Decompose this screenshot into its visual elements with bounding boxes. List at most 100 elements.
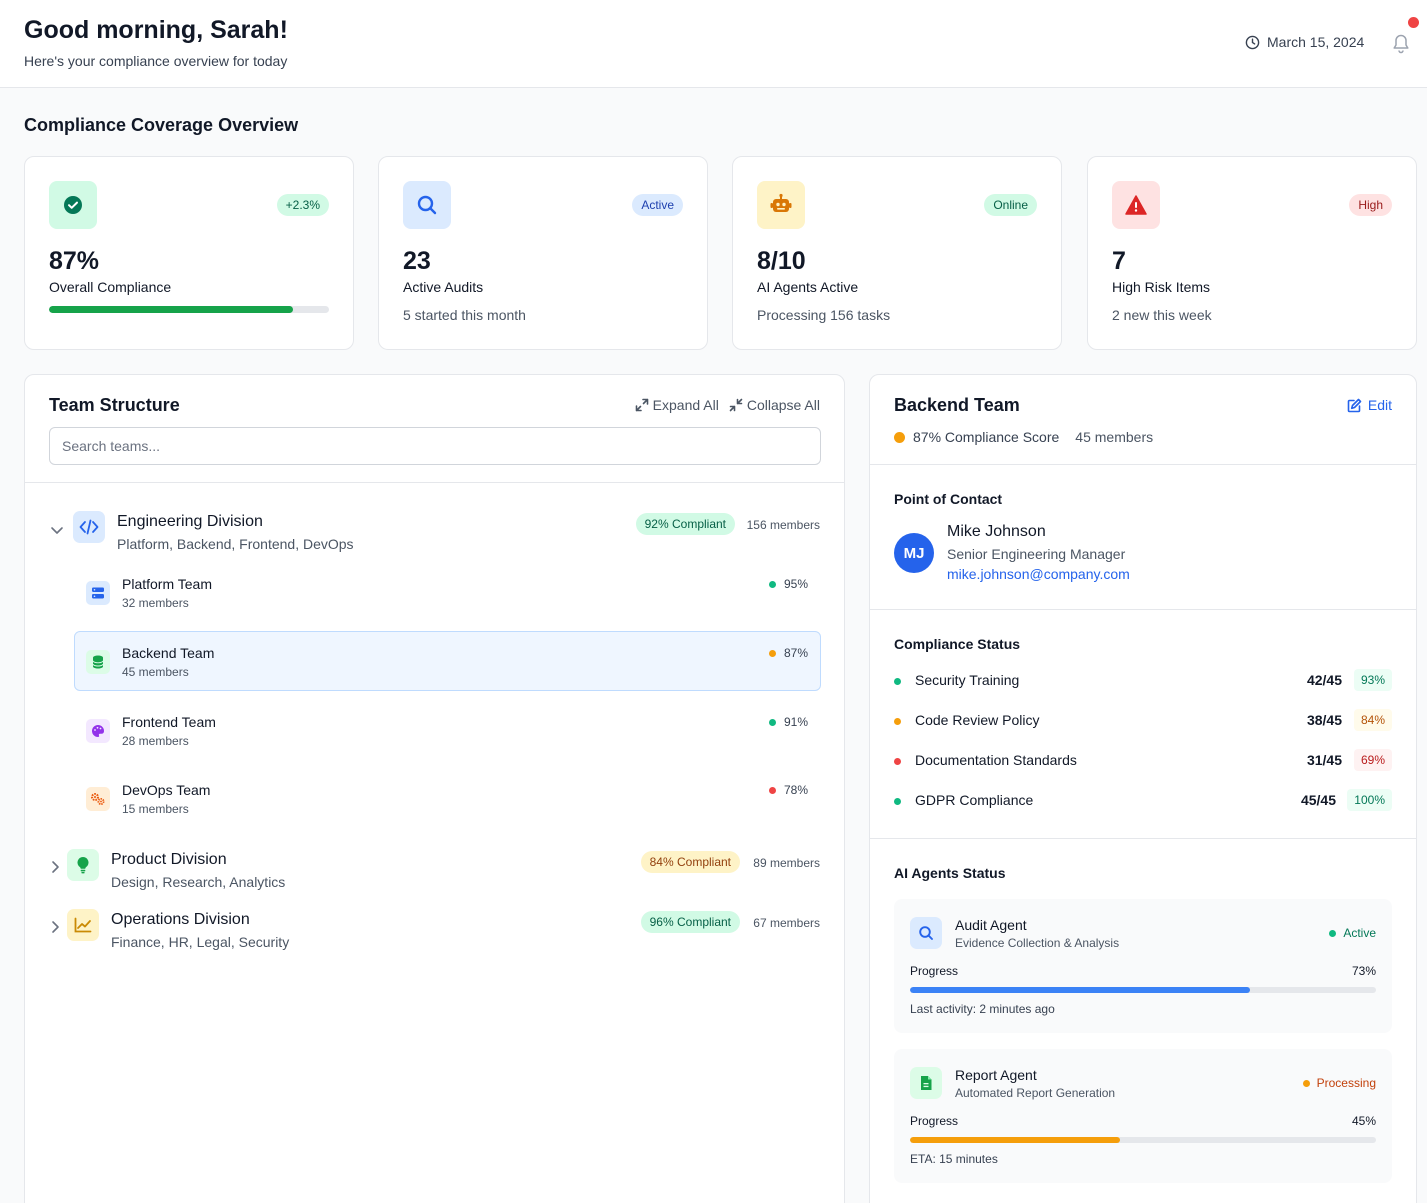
division-row-operations[interactable]: Operations Division Finance, HR, Legal, … (25, 909, 844, 961)
status-dot (1302, 1079, 1310, 1087)
team-compliance: 87% (768, 646, 808, 660)
status-badge: Active (632, 194, 683, 216)
status-row-gdpr: GDPR Compliance 45/45 100% (894, 789, 1392, 813)
active-audits-card: Active 23 Active Audits 5 started this m… (378, 156, 708, 350)
server-icon (86, 581, 110, 605)
member-count: 156 members (746, 518, 820, 532)
status-dot (1329, 929, 1337, 937)
trend-badge: +2.3% (276, 194, 329, 216)
status-fraction: 42/45 (1306, 672, 1342, 688)
status-fraction: 31/45 (1306, 752, 1342, 768)
team-row-platform[interactable]: Platform Team 32 members 95% (74, 562, 821, 622)
gears-icon (86, 787, 110, 811)
status-percent-badge: 84% (1353, 709, 1392, 731)
status-percent-badge: 100% (1347, 789, 1392, 811)
status-dot (894, 431, 905, 443)
compliance-progress-bar (49, 306, 329, 313)
team-row-frontend[interactable]: Frontend Team 28 members 91% (74, 700, 821, 760)
member-count: 45 members (1075, 429, 1154, 445)
member-count: 67 members (753, 916, 820, 930)
agent-name: Report Agent (955, 1067, 1037, 1083)
edit-icon (1347, 398, 1362, 412)
agents-section-title: AI Agents Status (894, 865, 1006, 881)
division-name: Product Division (111, 851, 227, 868)
team-pct: 78% (783, 783, 808, 797)
divider (870, 464, 1416, 465)
date-text: March 15, 2024 (1267, 34, 1365, 50)
division-row-engineering[interactable]: Engineering Division Platform, Backend, … (25, 511, 844, 563)
team-row-devops[interactable]: DevOps Team 15 members 78% (74, 768, 821, 828)
agent-progress-fill (910, 987, 1251, 993)
expand-icon (635, 398, 648, 412)
progress-value: 45% (1351, 1114, 1376, 1128)
avatar: MJ (894, 533, 934, 573)
expand-all-label: Expand All (652, 397, 719, 413)
status-dot (894, 798, 901, 805)
division-name: Operations Division (111, 911, 250, 928)
contact-email-link[interactable]: mike.johnson@company.com (947, 566, 1130, 582)
chevron-right-icon[interactable] (47, 919, 63, 935)
contact-section-title: Point of Contact (894, 491, 1003, 507)
detail-title: Backend Team (894, 395, 1020, 415)
greeting-subtitle: Here's your compliance overview for toda… (24, 53, 288, 69)
status-percent-badge: 69% (1353, 749, 1392, 771)
team-compliance: 78% (768, 783, 808, 797)
search-teams-input[interactable] (49, 427, 821, 465)
edit-button[interactable]: Edit (1347, 397, 1392, 413)
division-row-product[interactable]: Product Division Design, Research, Analy… (25, 849, 844, 901)
stat-subtext: 5 started this month (403, 307, 526, 323)
agent-status-text: Processing (1316, 1076, 1376, 1090)
agent-progress-fill (910, 1137, 1120, 1143)
lightbulb-icon (67, 849, 99, 881)
bell-icon[interactable] (1391, 33, 1411, 55)
divider (870, 838, 1416, 839)
progress-label: Progress (910, 1114, 959, 1128)
score-text: 87% Compliance Score (913, 429, 1060, 445)
status-row-documentation: Documentation Standards 31/45 69% (894, 749, 1392, 773)
compliance-badge: 96% Compliant (640, 911, 740, 933)
status-badge: Online (984, 194, 1037, 216)
stat-value: 8/10 (757, 247, 806, 275)
palette-icon (86, 719, 110, 743)
warning-icon (1112, 181, 1160, 229)
collapse-icon (729, 398, 743, 412)
status-dot (894, 718, 901, 725)
status-fraction: 45/45 (1300, 792, 1336, 808)
agent-card-audit[interactable]: Audit Agent Evidence Collection & Analys… (894, 899, 1392, 1033)
notification-dot (1408, 17, 1419, 28)
stat-label: Active Audits (403, 279, 484, 295)
agent-card-report[interactable]: Report Agent Automated Report Generation… (894, 1049, 1392, 1183)
stat-label: AI Agents Active (757, 279, 859, 295)
team-pct: 87% (783, 646, 808, 660)
agent-footer: ETA: 15 minutes (910, 1152, 998, 1166)
status-fraction: 38/45 (1306, 712, 1342, 728)
team-members: 45 members (122, 665, 189, 679)
contact-role: Senior Engineering Manager (947, 546, 1126, 562)
compliance-badge: 92% Compliant (635, 513, 735, 535)
agent-status: Active (1329, 926, 1376, 940)
chart-line-icon (67, 909, 99, 941)
chevron-right-icon[interactable] (47, 859, 63, 875)
team-row-backend[interactable]: Backend Team 45 members 87% (74, 631, 821, 691)
status-label: Documentation Standards (915, 752, 1077, 768)
risk-badge: High (1349, 194, 1392, 216)
status-label: Security Training (915, 672, 1020, 688)
agent-description: Evidence Collection & Analysis (955, 936, 1120, 950)
clock-icon (1245, 35, 1260, 49)
expand-all-button[interactable]: Expand All (635, 397, 719, 413)
date-display: March 15, 2024 (1245, 34, 1364, 50)
team-detail-panel: Backend Team Edit 87% Compliance Score 4… (869, 374, 1417, 1203)
collapse-all-button[interactable]: Collapse All (729, 397, 820, 413)
chevron-down-icon[interactable] (49, 522, 65, 538)
team-structure-panel: Team Structure Expand All Collapse All E… (24, 374, 845, 1203)
status-dot (768, 649, 776, 657)
status-label: Code Review Policy (915, 712, 1040, 728)
stat-label: Overall Compliance (49, 279, 172, 295)
document-icon (910, 1067, 942, 1099)
compliance-badge: 84% Compliant (640, 851, 740, 873)
tree-toolbar: Expand All Collapse All (635, 397, 820, 413)
stat-value: 87% (49, 247, 100, 275)
team-name: Frontend Team (122, 714, 216, 730)
code-icon (73, 511, 105, 543)
ai-agents-card: Online 8/10 AI Agents Active Processing … (732, 156, 1062, 350)
